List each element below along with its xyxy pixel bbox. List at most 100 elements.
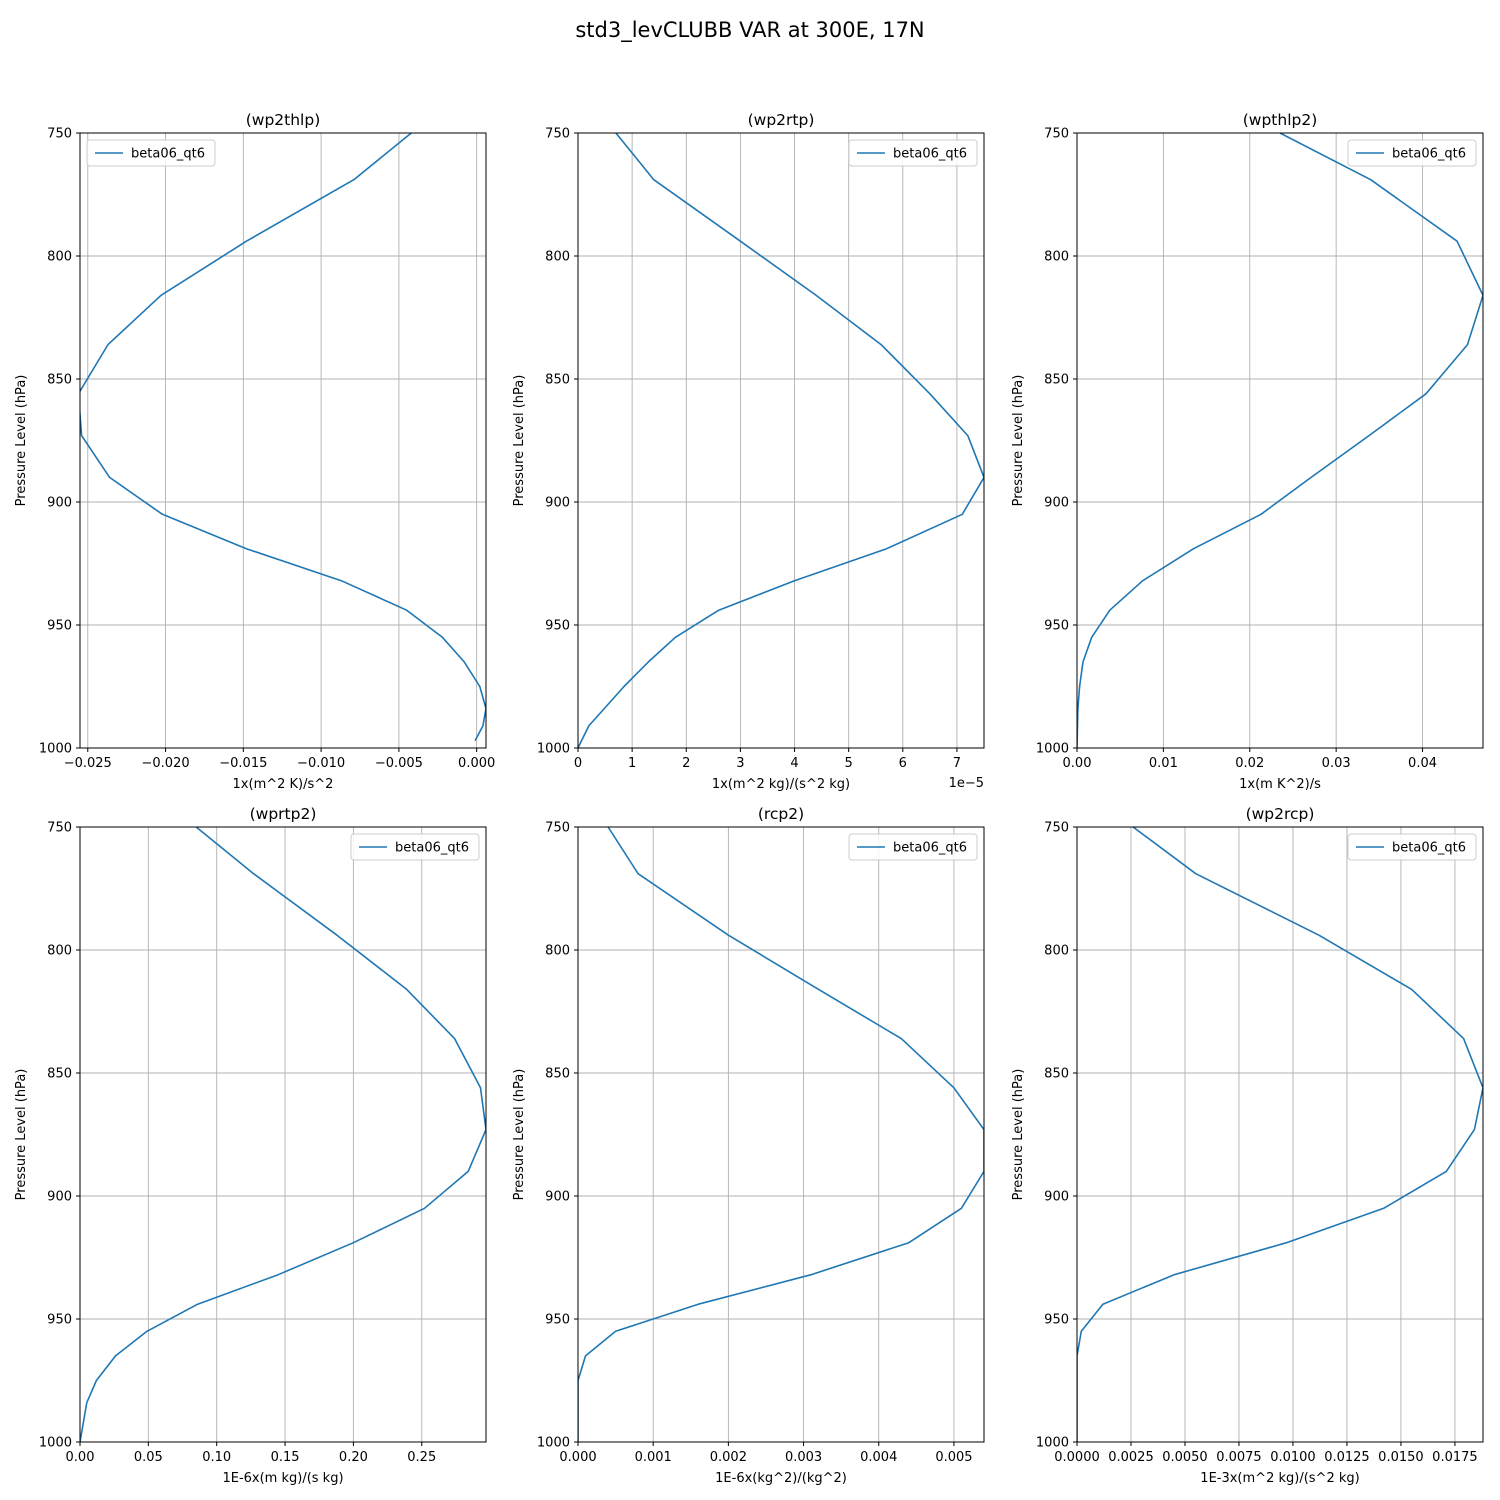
series-line-beta06_qt6 — [578, 133, 984, 748]
legend-frame — [350, 833, 480, 861]
x-tick-label: 0 — [574, 756, 582, 771]
x-tick-label: −0.025 — [64, 756, 112, 771]
y-tick-label: 750 — [545, 127, 570, 142]
y-tick-label: 950 — [47, 619, 72, 634]
axes-frame — [79, 132, 487, 749]
y-tick-label: 950 — [1044, 1313, 1069, 1328]
legend-entry: beta06_qt6 — [131, 147, 205, 162]
axes-frame — [577, 826, 985, 1443]
y-tick-label: 900 — [47, 1190, 72, 1205]
x-tick-label: −0.005 — [375, 756, 423, 771]
y-tick-label: 850 — [1044, 373, 1069, 388]
y-tick-label: 750 — [47, 127, 72, 142]
x-tick-label: 0.0000 — [1054, 1450, 1100, 1465]
y-tick-label: 950 — [1044, 619, 1069, 634]
subplot-6: 0.0000 0.0025 0.0050 0.0075 0.0100 0.0125 0.01… — [1011, 805, 1484, 1486]
x-tick-label: −0.020 — [142, 756, 190, 771]
legend-entry: beta06_qt6 — [395, 841, 469, 856]
series-line-beta06_qt6 — [578, 827, 984, 1442]
axes-frame — [79, 826, 487, 1443]
x-tick-label: 4 — [790, 756, 798, 771]
legend-frame — [1347, 139, 1477, 167]
y-tick-label: 800 — [545, 944, 570, 959]
subplot-2: 0 1 2 3 4 5 6 7 750 800 850 900 950 1000 1e−5 (wp2rtp) 1… — [512, 111, 985, 792]
x-offset-text: 1e−5 — [949, 776, 984, 791]
x-tick-label: 0.01 — [1149, 756, 1178, 771]
subplot-5: 0.000 0.001 0.002 0.003 0.004 0.005 750 800 850 9… — [512, 805, 985, 1486]
x-tick-label: 0.0100 — [1270, 1450, 1316, 1465]
x-tick-label: 0.0175 — [1432, 1450, 1478, 1465]
y-tick-label: 1000 — [1036, 1436, 1069, 1451]
x-tick-label: 0.0125 — [1324, 1450, 1370, 1465]
y-tick-label: 800 — [1044, 944, 1069, 959]
x-tick-label: 6 — [899, 756, 907, 771]
y-tick-label: 850 — [47, 1067, 72, 1082]
y-tick-label: 900 — [47, 496, 72, 511]
y-tick-label: 950 — [545, 1313, 570, 1328]
x-tick-label: 0.00 — [1063, 756, 1092, 771]
subplot-grid: −0.025 −0.020 −0.015 −0.010 −0.005 0.00075080… — [14, 111, 1484, 1486]
x-tick-label: 1 — [628, 756, 636, 771]
x-axis-label: 1E-6x(kg^2)/(kg^2) — [715, 1471, 847, 1486]
y-tick-label: 1000 — [39, 742, 72, 757]
y-tick-label: 800 — [545, 250, 570, 265]
x-tick-label: 0.0050 — [1162, 1450, 1208, 1465]
x-tick-label: 0.00 — [66, 1450, 95, 1465]
y-tick-label: 850 — [545, 1067, 570, 1082]
x-tick-label: 0.05 — [134, 1450, 163, 1465]
legend: beta06_qt6 — [86, 139, 216, 167]
axes-frame — [1076, 132, 1484, 749]
legend-entry: beta06_qt6 — [1392, 841, 1466, 856]
legend-frame — [848, 139, 978, 167]
x-tick-label: 0.04 — [1408, 756, 1437, 771]
figure-title: std3_levCLUBB VAR at 300E, 17N — [575, 18, 924, 43]
subplot-4: 0.00 0.05 0.10 0.15 0.20 0.25 750 800 850 900 950 1… — [14, 805, 487, 1486]
x-tick-label: 0.02 — [1235, 756, 1264, 771]
y-tick-label: 1000 — [39, 1436, 72, 1451]
legend: beta06_qt6 — [350, 833, 480, 861]
series-line-beta06_qt6 — [1077, 133, 1483, 748]
x-tick-label: 0.10 — [202, 1450, 231, 1465]
legend-frame — [848, 833, 978, 861]
x-tick-label: 0.001 — [635, 1450, 672, 1465]
legend-entry: beta06_qt6 — [893, 841, 967, 856]
x-tick-label: 0.0025 — [1108, 1450, 1154, 1465]
x-axis-label: 1E-3x(m^2 kg)/(s^2 kg) — [1200, 1471, 1359, 1486]
y-tick-label: 750 — [1044, 821, 1069, 836]
y-axis-label: Pressure Level (hPa) — [512, 1069, 527, 1201]
y-tick-label: 950 — [545, 619, 570, 634]
subplot-3: 0.00 0.01 0.02 0.03 0.04 750 800 850 900 950 1000 (… — [1011, 111, 1484, 792]
y-tick-label: 850 — [1044, 1067, 1069, 1082]
x-tick-label: −0.015 — [219, 756, 267, 771]
y-tick-label: 1000 — [537, 1436, 570, 1451]
x-tick-label: 0.15 — [271, 1450, 300, 1465]
subplot-title: (wprtp2) — [250, 805, 317, 823]
legend: beta06_qt6 — [1347, 139, 1477, 167]
y-tick-label: 800 — [47, 944, 72, 959]
legend-frame — [86, 139, 216, 167]
y-tick-label: 750 — [545, 821, 570, 836]
y-axis-label: Pressure Level (hPa) — [1011, 375, 1026, 507]
y-tick-label: 750 — [47, 821, 72, 836]
legend: beta06_qt6 — [1347, 833, 1477, 861]
y-tick-label: 900 — [545, 1190, 570, 1205]
axes-frame — [1076, 826, 1484, 1443]
legend: beta06_qt6 — [848, 833, 978, 861]
x-tick-label: 0.0075 — [1216, 1450, 1262, 1465]
y-tick-label: 800 — [47, 250, 72, 265]
x-tick-label: 7 — [953, 756, 961, 771]
legend-entry: beta06_qt6 — [893, 147, 967, 162]
x-tick-label: 3 — [736, 756, 744, 771]
x-tick-label: 0.004 — [860, 1450, 897, 1465]
x-tick-label: 0.003 — [785, 1450, 822, 1465]
subplot-title: (rcp2) — [758, 805, 804, 823]
y-tick-label: 900 — [1044, 496, 1069, 511]
y-tick-label: 800 — [1044, 250, 1069, 265]
y-tick-label: 850 — [545, 373, 570, 388]
x-axis-label: 1x(m^2 kg)/(s^2 kg) — [712, 777, 850, 792]
legend-entry: beta06_qt6 — [1392, 147, 1466, 162]
x-tick-label: −0.010 — [297, 756, 345, 771]
x-tick-label: 0.000 — [458, 756, 495, 771]
x-tick-label: 2 — [682, 756, 690, 771]
y-axis-label: Pressure Level (hPa) — [14, 1069, 29, 1201]
